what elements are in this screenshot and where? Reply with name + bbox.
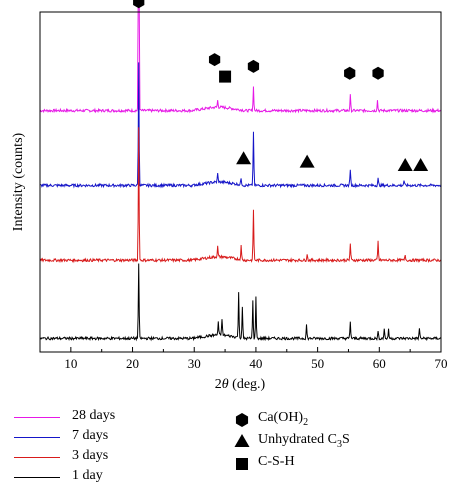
triangle-marker xyxy=(299,154,315,168)
triangle-marker xyxy=(413,158,429,171)
triangle-marker xyxy=(397,158,413,171)
series-line-3-days xyxy=(39,127,442,264)
triangle-marker xyxy=(236,151,252,165)
hexagon-marker xyxy=(372,66,384,80)
phase-legend: Ca(OH)2 Unhydrated C3S C-S-H xyxy=(230,400,467,500)
phase-label: Unhydrated C3S xyxy=(258,432,350,450)
y-axis-label: Intensity (counts) xyxy=(11,132,26,231)
hexagon-marker xyxy=(247,59,260,73)
legend-label: 3 days xyxy=(72,448,109,463)
x-tick-label: 40 xyxy=(249,356,262,371)
phase-label: Ca(OH)2 xyxy=(258,410,309,428)
hexagon-marker xyxy=(133,0,145,9)
legend-swatch-28-days xyxy=(14,417,60,418)
triangle-icon xyxy=(234,434,250,447)
hexagon-marker xyxy=(344,66,356,80)
x-tick-label: 30 xyxy=(188,356,201,371)
plot-frame xyxy=(39,11,442,353)
x-tick-label: 70 xyxy=(435,356,448,371)
x-axis-label: 2θ (deg.) xyxy=(215,377,266,392)
series-line-1-day xyxy=(39,263,442,342)
x-tick-label: 10 xyxy=(64,356,77,371)
hexagon-marker xyxy=(208,53,221,67)
legend-swatch-7-days xyxy=(14,437,60,438)
x-tick-label: 50 xyxy=(311,356,324,371)
legend-label: 28 days xyxy=(72,408,116,423)
series-legend: 28 days 7 days 3 days 1 day xyxy=(0,400,230,500)
hexagon-icon xyxy=(235,413,249,427)
x-tick-label: 60 xyxy=(373,356,386,371)
x-tick-label: 20 xyxy=(126,356,139,371)
phase-label: C-S-H xyxy=(258,454,295,469)
legend-swatch-1-day xyxy=(14,477,60,478)
marker-layer xyxy=(133,0,429,171)
legend-label: 7 days xyxy=(72,428,109,443)
x-axis-ticks: 10 20 30 40 50 60 70 xyxy=(39,347,448,371)
legend-label: 1 day xyxy=(72,468,103,483)
square-marker xyxy=(219,70,232,83)
series-line-28-days xyxy=(39,0,442,114)
legend-swatch-3-days xyxy=(14,457,60,458)
series-layer xyxy=(39,0,442,342)
square-icon xyxy=(236,458,248,470)
series-line-7-days xyxy=(39,62,442,189)
